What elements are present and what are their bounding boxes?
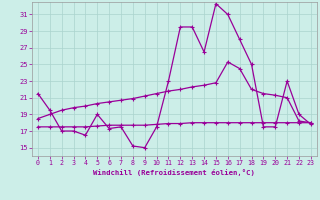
- X-axis label: Windchill (Refroidissement éolien,°C): Windchill (Refroidissement éolien,°C): [93, 169, 255, 176]
